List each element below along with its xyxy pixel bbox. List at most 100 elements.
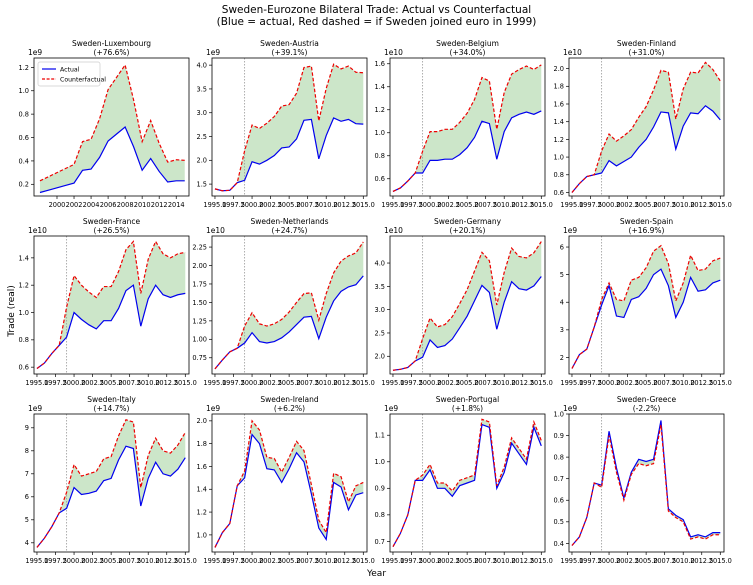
actual-line: [39, 126, 185, 194]
gap-fill: [392, 241, 542, 371]
y-tick-label: 2.0: [197, 417, 208, 425]
subplot-sweden-ireland: Sweden-Ireland(+6.2%) 1e9 1995.01997.52000…: [197, 395, 375, 565]
figure-title-line1: Sweden-Eurozone Bilateral Trade: Actual …: [221, 4, 532, 16]
y-tick-label: 1.6: [554, 100, 565, 108]
y-tick-label: 2.0: [375, 353, 386, 361]
axis-exponent: 1e10: [563, 48, 582, 57]
x-tick-label: 2012.5: [690, 201, 713, 209]
subplot-title: Sweden-Netherlands: [250, 217, 328, 226]
counterfactual-line: [39, 63, 185, 182]
y-tick-label: 0.6: [554, 497, 565, 505]
subplot-title: Sweden-France: [83, 217, 141, 226]
y-tick-label: 6: [560, 243, 564, 251]
x-tick-label: 2002.5: [81, 379, 104, 387]
y-tick-label: 0.8: [375, 152, 386, 160]
y-tick-label: 4: [560, 299, 564, 307]
x-tick-label: 2002.5: [259, 201, 282, 209]
subplot-sweden-belgium: Sweden-Belgium(+34.0%)1e101995.01997.520…: [375, 39, 553, 209]
y-tick-label: 0.8: [19, 111, 30, 119]
y-tick-label: 0.6: [19, 134, 30, 142]
x-tick-label: 2007.5: [296, 557, 319, 565]
legend: Actual Counterfactual: [37, 61, 106, 87]
y-tick-label: 2.0: [197, 157, 208, 165]
y-tick-label: 1.2: [375, 106, 386, 114]
axes-frame: [568, 235, 725, 375]
y-tick-label: 0.6: [19, 364, 30, 372]
x-tick-label: 1997.5: [222, 201, 245, 209]
gap-fill: [571, 245, 721, 369]
y-tick-label: 4.0: [197, 62, 208, 70]
x-tick-label: 2010.0: [672, 379, 695, 387]
subplot-title: Sweden-Ireland: [260, 395, 319, 404]
x-tick-label: 1995.0: [203, 201, 226, 209]
counterfactual-line: [571, 424, 721, 546]
x-tick-label: 1995.0: [203, 379, 226, 387]
subplot-sweden-italy: Sweden-Italy(+14.7%) 1e9 1995.01997.52000.…: [25, 395, 197, 565]
x-tick-label: 1997.5: [222, 379, 245, 387]
x-tick-label: 2010.0: [672, 201, 695, 209]
figure-title-line2: (Blue = actual, Red dashed = if Sweden j…: [216, 16, 537, 28]
x-tick-label: 2015.0: [352, 201, 375, 209]
counterfactual-line: [36, 240, 186, 370]
y-tick-label: 1.6: [197, 463, 208, 471]
y-tick-label: 1.6: [375, 60, 386, 68]
actual-line: [214, 275, 364, 370]
y-tick-label: 0.75: [192, 354, 207, 362]
counterfactual-line: [36, 419, 186, 548]
x-tick-label: 2015.0: [709, 379, 732, 387]
y-tick-label: 0.9: [375, 485, 386, 493]
subplot-sweden-spain: Sweden-Spain(+16.9%) 1e9 1995.01997.52000.…: [560, 217, 732, 387]
axis-exponent: 1e10: [28, 226, 47, 235]
x-tick-label: 1997.5: [579, 201, 602, 209]
x-tick-label: 2007.5: [474, 557, 497, 565]
y-tick-label: 0.7: [375, 538, 386, 546]
x-tick-label: 2015.0: [709, 201, 732, 209]
x-tick-label: 2012.5: [333, 201, 356, 209]
x-tick-label: 1997.5: [222, 557, 245, 565]
x-tick-label: 2000.0: [241, 201, 264, 209]
x-tick-label: 2012.5: [511, 201, 534, 209]
x-tick-label: 2002.5: [437, 557, 460, 565]
x-tick-label: 2000.0: [598, 379, 621, 387]
y-tick-label: 4: [25, 539, 29, 547]
x-tick-label: 2005.0: [456, 201, 479, 209]
y-tick-label: 1.4: [554, 118, 565, 126]
x-tick-label: 2006: [100, 201, 117, 209]
subplot-sweden-greece: Sweden-Greece(-2.2%) 1e9 1995.01997.52000.…: [554, 395, 732, 565]
subplot-subtitle: (+34.0%): [450, 48, 486, 57]
x-tick-label: 1995.0: [381, 201, 404, 209]
x-tick-label: 2002.5: [616, 557, 639, 565]
subplot-title: Sweden-Austria: [260, 39, 319, 48]
y-tick-label: 1.2: [19, 64, 30, 72]
y-tick-label: 1.25: [192, 317, 207, 325]
axis-exponent: 1e9: [206, 404, 220, 413]
y-tick-label: 2.0: [554, 65, 565, 73]
y-tick-label: 0.8: [554, 171, 565, 179]
counterfactual-line: [392, 418, 542, 547]
y-tick-label: 0.2: [19, 181, 30, 189]
y-tick-label: 0.5: [554, 518, 565, 526]
subplot-subtitle: (+26.5%): [94, 226, 130, 235]
x-tick-label: 1997.5: [579, 557, 602, 565]
actual-line: [571, 420, 721, 546]
subplot-sweden-portugal: Sweden-Portugal(+1.8%)1e91995.01997.5200…: [375, 395, 553, 565]
actual-line: [214, 117, 364, 192]
axis-exponent: 1e9: [563, 404, 577, 413]
y-tick-label: 0.9: [554, 432, 565, 440]
x-tick-label: 2005.0: [635, 379, 658, 387]
x-tick-label: 2005.0: [278, 201, 301, 209]
y-tick-label: 2.5: [197, 133, 208, 141]
subplot-title: Sweden-Portugal: [436, 395, 499, 404]
axes-frame: [568, 413, 725, 553]
y-tick-label: 1.75: [192, 280, 207, 288]
axis-exponent: 1e9: [563, 226, 577, 235]
y-tick-label: 8: [25, 447, 29, 455]
y-tick-label: 3.0: [375, 306, 386, 314]
y-tick-label: 9: [25, 424, 29, 432]
subplot-title: Sweden-Luxembourg: [72, 39, 151, 48]
axes-frame: [568, 57, 725, 197]
x-tick-label: 2012: [151, 201, 168, 209]
actual-line: [392, 276, 542, 371]
x-tick-label: 1995.0: [25, 557, 48, 565]
